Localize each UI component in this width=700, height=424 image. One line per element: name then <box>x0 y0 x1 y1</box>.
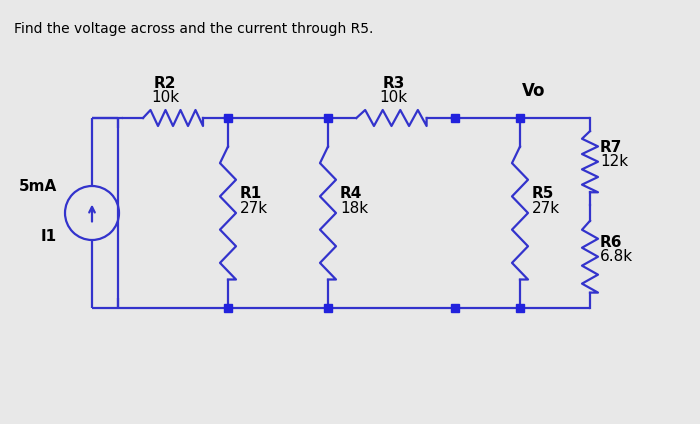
Text: R7: R7 <box>600 139 622 155</box>
Text: 27k: 27k <box>240 201 268 216</box>
Text: 18k: 18k <box>340 201 368 216</box>
Text: R2: R2 <box>154 76 176 91</box>
Text: R3: R3 <box>382 76 405 91</box>
Text: Find the voltage across and the current through R5.: Find the voltage across and the current … <box>14 22 373 36</box>
Text: 6.8k: 6.8k <box>600 249 633 264</box>
Text: 12k: 12k <box>600 154 628 169</box>
Text: R1: R1 <box>240 186 262 201</box>
Text: R6: R6 <box>600 235 622 250</box>
Text: 10k: 10k <box>151 90 179 105</box>
Text: 10k: 10k <box>379 90 407 105</box>
Text: R5: R5 <box>532 186 554 201</box>
Text: Vo: Vo <box>522 82 545 100</box>
Text: 5mA: 5mA <box>19 179 57 194</box>
Text: I1: I1 <box>41 229 57 244</box>
Text: R4: R4 <box>340 186 363 201</box>
Text: 27k: 27k <box>532 201 560 216</box>
